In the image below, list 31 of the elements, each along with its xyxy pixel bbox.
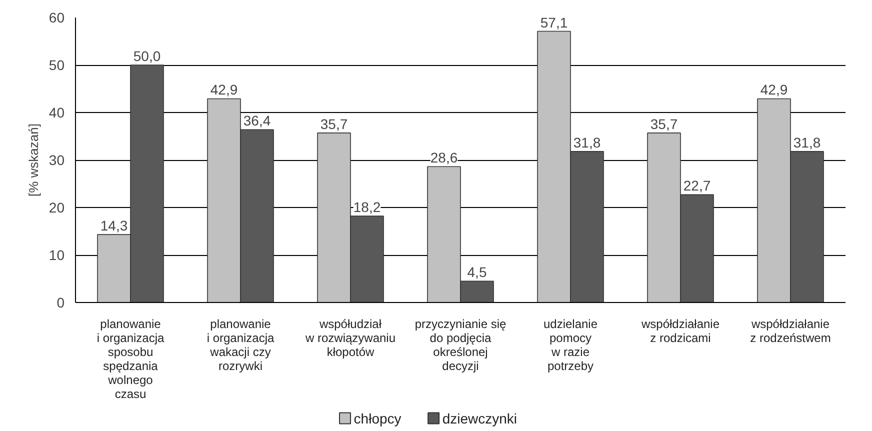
x-tick-label: udzielanie pomocy w razie potrzeby (543, 317, 598, 374)
data-label: 35,7 (650, 116, 678, 132)
y-tick-label: 20 (48, 200, 65, 216)
y-tick-label: 10 (48, 247, 65, 263)
data-label: 57,1 (540, 14, 568, 30)
y-tick-label: 50 (48, 57, 65, 73)
data-label: 36,4 (243, 112, 271, 129)
y-tick-label: 60 (48, 10, 65, 26)
data-label: 31,8 (573, 134, 601, 150)
data-label: 28,6 (430, 150, 458, 166)
data-label: 22,7 (683, 178, 711, 194)
data-label: 18,2 (353, 199, 381, 216)
legend-label: dziewczynki (442, 410, 518, 426)
data-label: 4,5 (467, 264, 487, 280)
x-tick-label: przyczynianie się do podjęcia określonej decyzji (414, 317, 507, 374)
x-tick-label: planowanie i organizacja wakacji czy rozrywki (206, 317, 275, 374)
y-axis-title: [% wskazań] (26, 124, 41, 196)
data-label: 42,9 (760, 82, 788, 98)
y-tick-label: 30 (48, 152, 65, 168)
data-label: 35,7 (320, 116, 348, 132)
x-tick-label: współdziałanie z rodzicami (640, 317, 720, 346)
x-tick-label: współudział w rozwiązywaniu kłopotów (304, 317, 396, 360)
data-label: 50,0 (133, 48, 161, 64)
data-label: 14,3 (100, 218, 128, 234)
data-label: 31,8 (793, 134, 821, 150)
data-label: 42,9 (210, 82, 238, 98)
x-tick-label: współdziałanie z rodzeństwem (750, 317, 831, 346)
y-tick-label: 40 (48, 104, 65, 120)
y-tick-label: 0 (56, 294, 65, 310)
legend-label: chłopcy (354, 410, 402, 426)
x-tick-label: planowanie i organizacja sposobu spędzania wolnego czasu (96, 317, 165, 402)
